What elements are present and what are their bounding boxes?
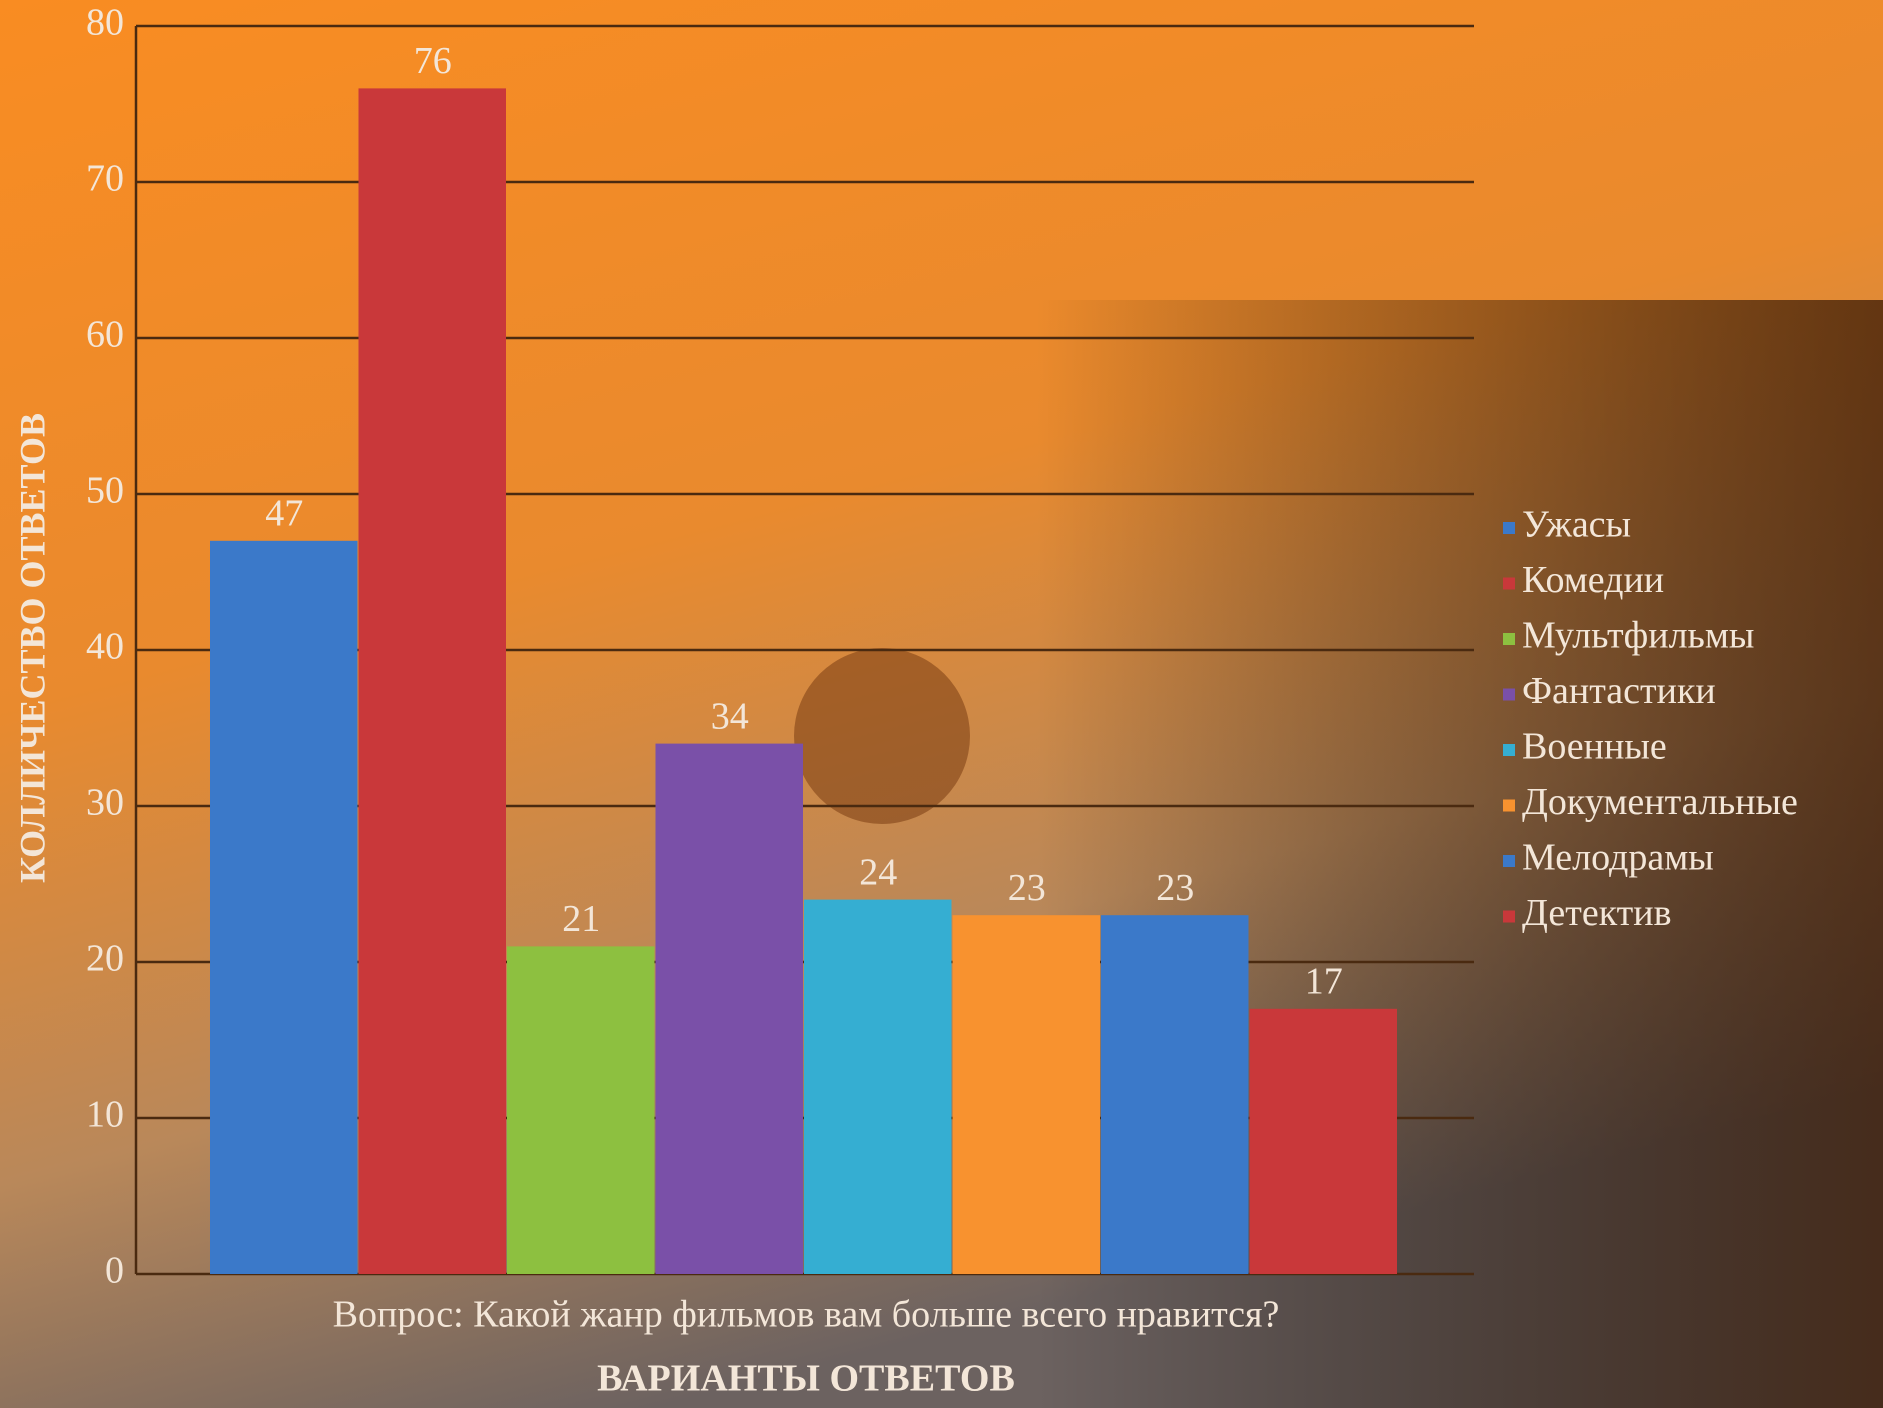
x-axis-title: ВАРИАНТЫ ОТВЕТОВ	[597, 1358, 1015, 1400]
legend-swatch	[1503, 577, 1515, 590]
value-label: 17	[1305, 961, 1343, 1003]
bar	[655, 743, 803, 1274]
legend-swatch	[1503, 688, 1515, 701]
bar	[507, 946, 655, 1274]
legend-label: Фантастики	[1522, 670, 1716, 712]
bar	[358, 88, 506, 1274]
y-tick-label: 40	[86, 626, 124, 668]
bar	[210, 540, 358, 1274]
legend-swatch	[1503, 744, 1515, 756]
y-tick-label: 70	[86, 158, 124, 200]
bar	[804, 899, 952, 1274]
legend-swatch	[1503, 522, 1515, 534]
y-tick-label: 30	[86, 782, 124, 824]
value-label: 21	[562, 898, 600, 940]
legend-swatch	[1503, 855, 1515, 867]
legend-label: Мелодрамы	[1522, 837, 1714, 879]
y-axis-title: КОЛЛИЧЕСТВО ОТВЕТОВ	[12, 413, 52, 883]
y-tick-label: 60	[86, 314, 124, 356]
category-label: Вопрос: Какой жанр фильмов вам больше вс…	[333, 1294, 1280, 1336]
value-label: 76	[414, 40, 452, 82]
decor-ball	[794, 648, 970, 824]
legend-label: Документальные	[1522, 781, 1798, 823]
bar	[1249, 1008, 1397, 1274]
legend-label: Военные	[1522, 726, 1667, 768]
legend-label: Детектив	[1522, 892, 1672, 934]
y-tick-label: 20	[86, 938, 124, 980]
legend-label: Комедии	[1522, 559, 1664, 601]
y-tick-label: 50	[86, 470, 124, 512]
legend-swatch	[1503, 633, 1515, 645]
legend-swatch	[1503, 910, 1515, 923]
value-label: 34	[711, 695, 749, 737]
y-tick-label: 10	[86, 1094, 124, 1136]
y-tick-label: 80	[86, 2, 124, 44]
bar	[1101, 915, 1249, 1274]
legend-label: Мультфильмы	[1522, 615, 1754, 657]
y-tick-label: 0	[105, 1250, 124, 1292]
legend-swatch	[1503, 799, 1515, 812]
value-label: 23	[1156, 867, 1194, 909]
value-label: 47	[265, 493, 303, 535]
legend-label: Ужасы	[1522, 504, 1631, 546]
bar	[952, 915, 1100, 1274]
value-label: 24	[859, 851, 897, 893]
value-label: 23	[1008, 867, 1046, 909]
